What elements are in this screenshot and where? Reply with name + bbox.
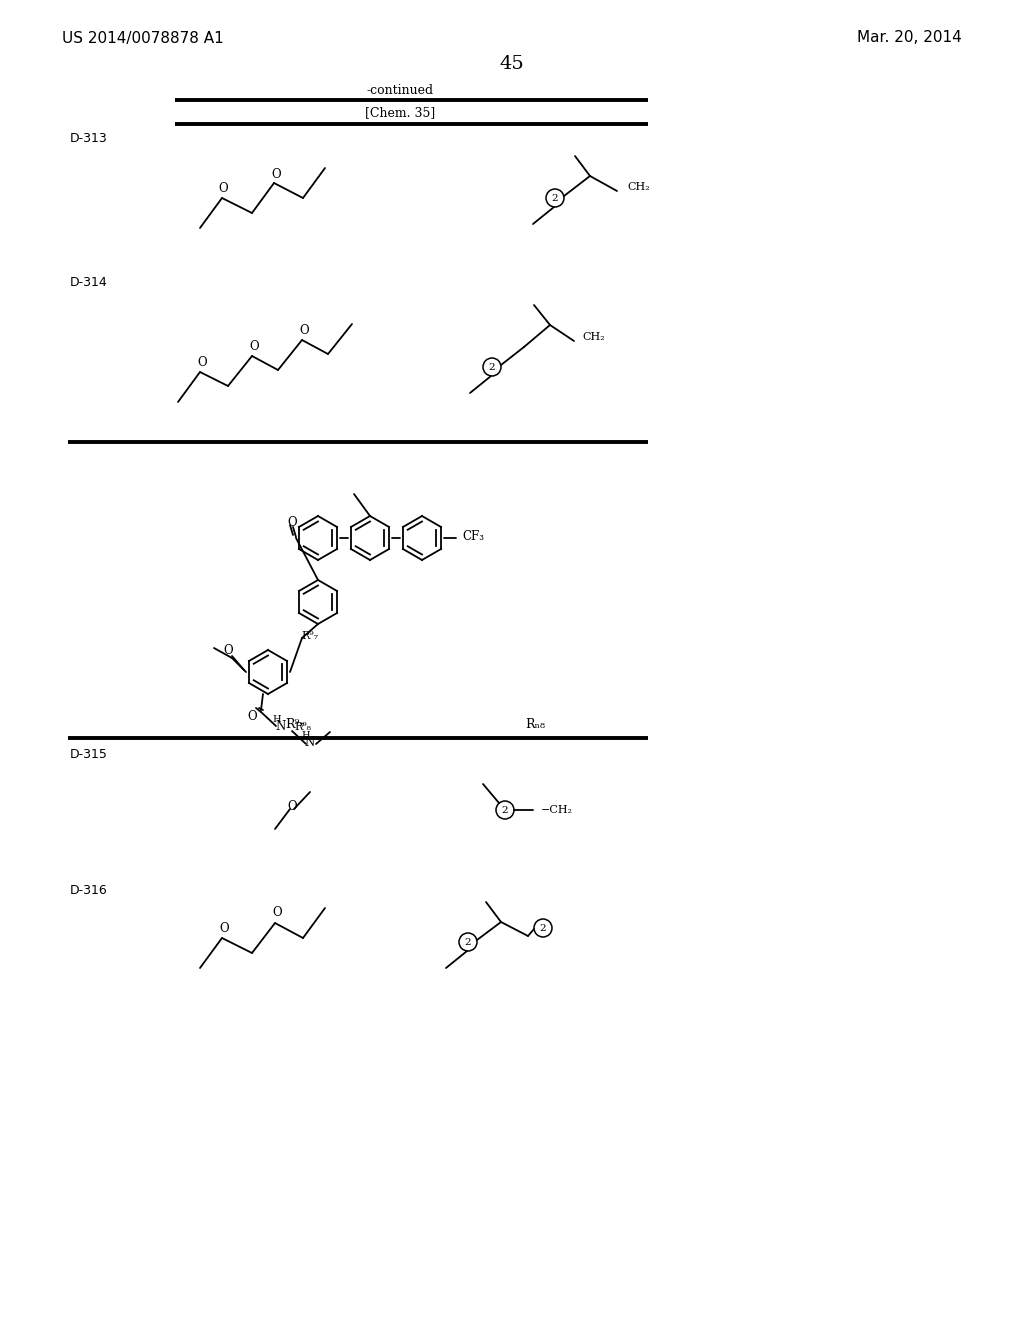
Text: -continued: -continued bbox=[367, 83, 433, 96]
Text: Rₙ₈: Rₙ₈ bbox=[525, 718, 545, 730]
Text: −CH₂: −CH₂ bbox=[541, 805, 573, 814]
Text: O: O bbox=[272, 907, 282, 920]
Text: O: O bbox=[219, 921, 228, 935]
Text: O: O bbox=[218, 182, 227, 195]
Text: O: O bbox=[198, 355, 207, 368]
Text: D-313: D-313 bbox=[70, 132, 108, 144]
Text: 2: 2 bbox=[465, 939, 471, 946]
Text: O: O bbox=[247, 710, 257, 722]
Text: D-315: D-315 bbox=[70, 747, 108, 760]
Text: R⁹₇: R⁹₇ bbox=[286, 718, 305, 730]
Text: H: H bbox=[272, 715, 282, 725]
Text: CH₂: CH₂ bbox=[582, 333, 604, 342]
Text: O: O bbox=[287, 800, 297, 813]
Text: H: H bbox=[302, 731, 310, 741]
Text: R⁹₈: R⁹₈ bbox=[294, 722, 311, 733]
Text: O: O bbox=[223, 644, 232, 656]
Text: N: N bbox=[305, 735, 315, 748]
Text: 2: 2 bbox=[502, 807, 508, 814]
Text: O: O bbox=[287, 516, 297, 528]
Text: CF₃: CF₃ bbox=[462, 531, 484, 544]
Text: O: O bbox=[299, 323, 309, 337]
Text: US 2014/0078878 A1: US 2014/0078878 A1 bbox=[62, 30, 224, 45]
Text: D-314: D-314 bbox=[70, 276, 108, 289]
Text: [Chem. 35]: [Chem. 35] bbox=[365, 107, 435, 120]
Text: N: N bbox=[275, 721, 286, 734]
Text: CH₂: CH₂ bbox=[627, 182, 649, 191]
Text: 2: 2 bbox=[552, 194, 558, 203]
Text: R⁹₇: R⁹₇ bbox=[301, 631, 318, 642]
Text: Mar. 20, 2014: Mar. 20, 2014 bbox=[857, 30, 962, 45]
Text: 2: 2 bbox=[540, 924, 547, 933]
Text: D-316: D-316 bbox=[70, 883, 108, 896]
Text: O: O bbox=[271, 168, 281, 181]
Text: 45: 45 bbox=[500, 55, 524, 73]
Text: 2: 2 bbox=[488, 363, 496, 372]
Text: O: O bbox=[249, 339, 259, 352]
